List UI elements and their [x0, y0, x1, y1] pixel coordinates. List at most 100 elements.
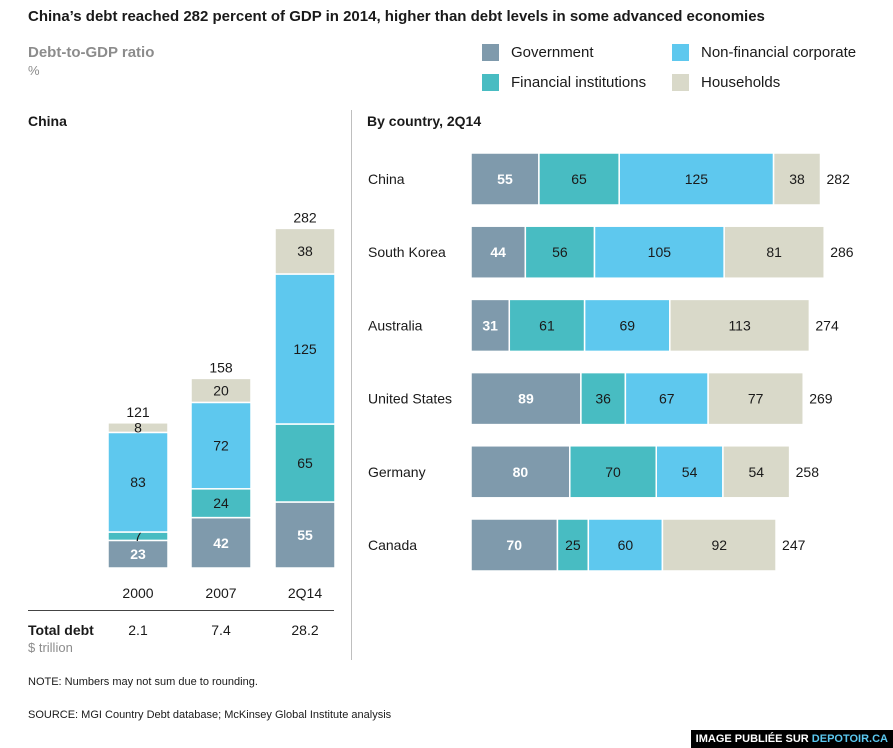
legend-label-households: Households: [701, 74, 781, 91]
bar-australia-non-financial-corporate: [583, 298, 671, 353]
bar-australia-households: [669, 298, 811, 353]
y-tick-australia: Australia: [368, 317, 423, 333]
legend-households: Households: [672, 74, 780, 91]
bar-label-china-non-financial-corporate: 125: [685, 171, 709, 187]
column-total-2000: 121: [126, 404, 150, 420]
bar-australia-financial-institutions: [508, 298, 586, 353]
bar-label-australia-government: 31: [482, 317, 498, 333]
bar-china-households: [772, 152, 822, 206]
bar-label-2007-non-financial-corporate: 72: [213, 438, 229, 454]
watermark: IMAGE PUBLIÉE SUR DEPOTOIR.CA: [690, 730, 893, 748]
column-total-2q14: 282: [293, 209, 317, 225]
bar-label-south-korea-financial-institutions: 56: [552, 244, 568, 260]
bar-label-2007-households: 20: [213, 382, 229, 398]
bar-australia-government: [470, 298, 511, 353]
bar-germany-non-financial-corporate: [655, 445, 724, 499]
watermark-prefix: IMAGE PUBLIÉE SUR: [695, 733, 812, 745]
bar-2q14-government: [274, 501, 336, 569]
total-debt-unit: $ trillion: [28, 640, 73, 655]
bar-label-china-financial-institutions: 65: [571, 171, 587, 187]
x-tick-2000: 2000: [122, 585, 153, 601]
x-tick-2q14: 2Q14: [288, 585, 322, 601]
bar-label-china-households: 38: [789, 171, 805, 187]
bar-2000-non-financial-corporate: [107, 431, 169, 533]
total-debt-2000: 2.1: [128, 622, 148, 638]
watermark-site: DEPOTOIR.CA: [811, 733, 888, 745]
row-total-canada: 247: [782, 537, 806, 553]
bar-2007-financial-institutions: [190, 488, 252, 519]
row-total-germany: 258: [796, 464, 820, 480]
bar-south-korea-non-financial-corporate: [593, 225, 725, 279]
y-tick-south-korea: South Korea: [368, 244, 446, 260]
bar-label-south-korea-government: 44: [490, 244, 506, 260]
bar-label-germany-non-financial-corporate: 54: [682, 464, 698, 480]
bar-south-korea-government: [470, 225, 527, 279]
bar-label-united-states-non-financial-corporate: 67: [659, 391, 675, 407]
legend-non-financial-corporate: Non-financial corporate: [672, 44, 856, 61]
y-tick-canada: Canada: [368, 537, 417, 553]
legend-label-non-financial-corporate: Non-financial corporate: [701, 44, 857, 61]
bar-canada-households: [661, 518, 777, 572]
column-total-2007: 158: [209, 359, 233, 375]
bar-china-financial-institutions: [538, 152, 620, 206]
legend-label-government: Government: [511, 44, 594, 61]
legend-swatch-households: [672, 74, 689, 91]
x-tick-2007: 2007: [205, 585, 236, 601]
bar-label-2000-government: 23: [130, 546, 146, 562]
chart-title: China’s debt reached 282 percent of GDP …: [28, 8, 765, 25]
bar-label-australia-financial-institutions: 61: [539, 317, 555, 333]
panel-title-china: China: [28, 113, 67, 129]
legend-swatch-financial-institutions: [482, 74, 499, 91]
y-tick-germany: Germany: [368, 464, 426, 480]
row-total-united-states: 269: [809, 391, 833, 407]
bar-label-2q14-government: 55: [297, 527, 313, 543]
bar-label-canada-financial-institutions: 25: [565, 537, 581, 553]
bar-united-states-households: [707, 371, 804, 426]
bar-2000-households: [107, 422, 169, 434]
bar-label-south-korea-non-financial-corporate: 105: [648, 244, 672, 260]
total-debt-label: Total debt: [28, 622, 94, 638]
bar-2q14-households: [274, 227, 336, 275]
bar-label-united-states-households: 77: [748, 391, 764, 407]
bar-label-2000-non-financial-corporate: 83: [130, 474, 146, 490]
bar-germany-households: [722, 445, 791, 499]
bar-label-germany-financial-institutions: 70: [605, 464, 621, 480]
row-total-south-korea: 286: [830, 244, 854, 260]
legend-government: Government: [482, 44, 594, 61]
bar-label-2q14-non-financial-corporate: 125: [293, 341, 317, 357]
footnote: NOTE: Numbers may not sum due to roundin…: [28, 676, 258, 688]
bar-2007-government: [190, 516, 252, 569]
total-debt-rule: [28, 610, 334, 611]
bar-label-australia-households: 113: [728, 317, 751, 333]
panel-title-by-country: By country, 2Q14: [367, 113, 482, 129]
bar-label-canada-non-financial-corporate: 60: [618, 537, 634, 553]
bar-2007-households: [190, 377, 252, 404]
bar-label-canada-households: 92: [711, 537, 727, 553]
bar-label-2007-government: 42: [213, 535, 229, 551]
bar-canada-non-financial-corporate: [587, 518, 664, 572]
legend-swatch-non-financial-corporate: [672, 44, 689, 61]
row-total-china: 282: [827, 171, 851, 187]
bar-label-germany-government: 80: [513, 464, 529, 480]
bar-2q14-non-financial-corporate: [274, 273, 336, 425]
bar-label-united-states-financial-institutions: 36: [595, 391, 611, 407]
unit-label: %: [28, 63, 40, 78]
bar-label-united-states-government: 89: [518, 391, 534, 407]
bar-south-korea-financial-institutions: [524, 225, 596, 279]
panel-divider: [351, 110, 352, 660]
bar-label-2007-financial-institutions: 24: [213, 495, 229, 511]
y-tick-china: China: [368, 171, 405, 187]
bar-label-2q14-financial-institutions: 65: [297, 455, 313, 471]
bar-united-states-financial-institutions: [580, 371, 627, 426]
bar-label-2000-households: 8: [134, 420, 142, 436]
bar-2007-non-financial-corporate: [190, 401, 252, 490]
total-debt-2q14: 28.2: [291, 622, 319, 638]
bar-canada-government: [470, 518, 559, 572]
source-note: SOURCE: MGI Country Debt database; McKin…: [28, 709, 392, 721]
bar-label-2000-financial-institutions: 7: [134, 528, 142, 544]
bar-label-canada-government: 70: [506, 537, 522, 553]
y-tick-united-states: United States: [368, 391, 452, 407]
chart-subtitle: Debt-to-GDP ratio: [28, 44, 155, 61]
row-total-australia: 274: [815, 317, 839, 333]
bar-germany-financial-institutions: [569, 445, 657, 499]
